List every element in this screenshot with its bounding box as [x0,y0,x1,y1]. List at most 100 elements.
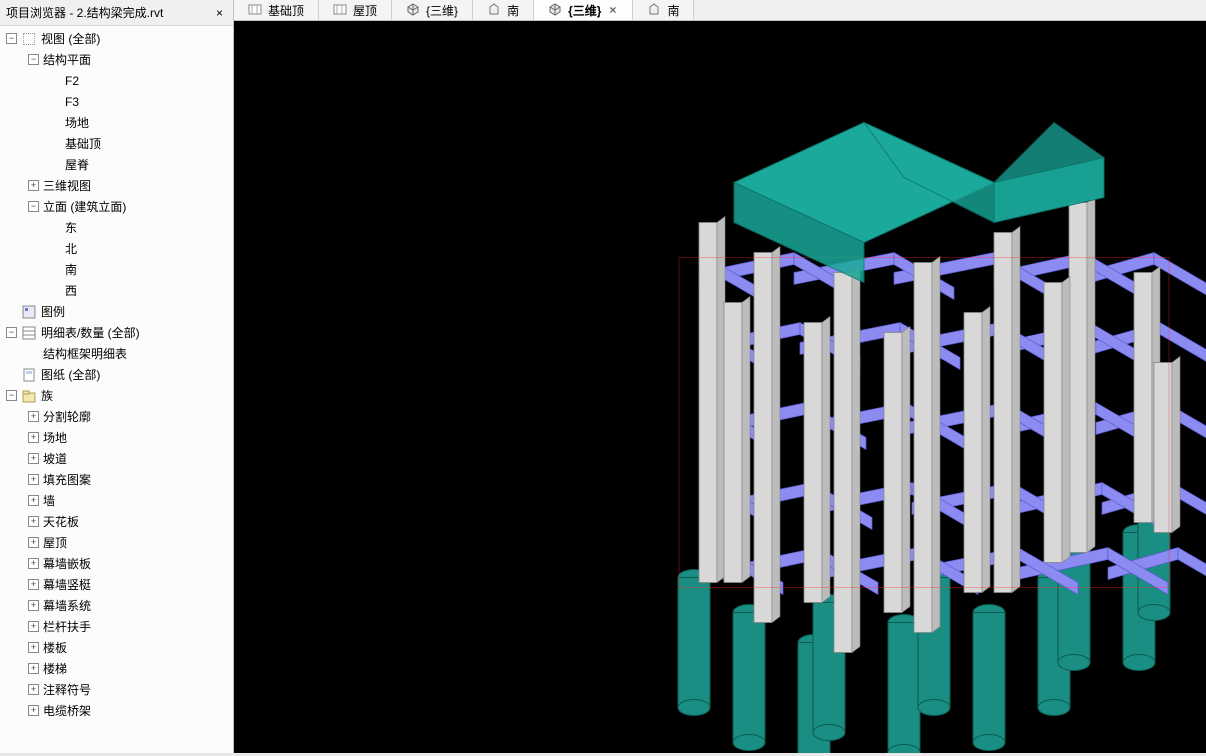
tree-label: 南 [65,261,77,278]
tree-label: F3 [65,95,79,109]
tree-toggle[interactable]: − [6,33,17,44]
tree-label: 屋脊 [65,156,89,173]
plan-icon [333,2,347,19]
tree-item[interactable]: 北 [0,238,233,259]
tree-item[interactable]: − 明细表/数量 (全部) [0,322,233,343]
tree-item[interactable]: +分割轮廓 [0,406,233,427]
tree-label: 楼板 [43,639,67,656]
tree-item[interactable]: F3 [0,91,233,112]
tree-label: 幕墙系统 [43,597,91,614]
tree-toggle[interactable]: + [28,642,39,653]
tree-toggle[interactable]: + [28,411,39,422]
tree-item[interactable]: −族 [0,385,233,406]
tree-label: 幕墙嵌板 [43,555,91,572]
tree-item[interactable]: +墙 [0,490,233,511]
tree-item[interactable]: +注释符号 [0,679,233,700]
plan-icon [248,2,262,19]
main-area: 基础顶 屋顶 {三维} 南 {三维} × 南 [234,0,1206,753]
tree-toggle[interactable]: + [28,600,39,611]
tab-label: 基础顶 [268,2,304,19]
view-tabs: 基础顶 屋顶 {三维} 南 {三维} × 南 [234,0,1206,21]
tree-label: 栏杆扶手 [43,618,91,635]
tab-label: 南 [507,2,519,19]
tree-item[interactable]: 图例 [0,301,233,322]
tree-toggle[interactable]: + [28,558,39,569]
tree-item[interactable]: 基础顶 [0,133,233,154]
tab-label: {三维} [568,2,601,19]
tree-item[interactable]: 南 [0,259,233,280]
tree-item[interactable]: F2 [0,70,233,91]
view-tab[interactable]: 基础顶 [234,0,319,20]
project-browser-panel: 项目浏览器 - 2.结构梁完成.rvt × −视图 (全部)−结构平面F2F3场… [0,0,234,753]
tree-toggle[interactable]: − [6,390,17,401]
tree-item[interactable]: 屋脊 [0,154,233,175]
view-tab[interactable]: 南 [473,0,534,20]
tree-item[interactable]: −视图 (全部) [0,28,233,49]
view-tab[interactable]: {三维} [392,0,473,20]
tree-toggle[interactable]: + [28,180,39,191]
elev-icon [647,2,661,19]
tree-item[interactable]: + 天花板 [0,511,233,532]
tree-toggle[interactable]: + [28,432,39,443]
tree-item[interactable]: 结构框架明细表 [0,343,233,364]
tree-label: F2 [65,74,79,88]
tree-item[interactable]: +三维视图 [0,175,233,196]
tree-toggle[interactable]: − [28,201,39,212]
tab-label: 南 [667,2,679,19]
tree-label: 明细表/数量 (全部) [41,324,140,341]
tab-label: {三维} [426,2,458,19]
tree-item[interactable]: −立面 (建筑立面) [0,196,233,217]
tree-item[interactable]: + 幕墙竖梃 [0,574,233,595]
tree-toggle[interactable]: + [28,663,39,674]
tree-item[interactable]: −结构平面 [0,49,233,70]
tree-label: 屋顶 [43,534,67,551]
viewport-3d[interactable] [234,21,1206,753]
view-tab[interactable]: 屋顶 [319,0,392,20]
tree-item[interactable]: 场地 [0,112,233,133]
tree-toggle[interactable]: + [28,516,39,527]
sheet-icon [21,367,37,383]
tab-close-button[interactable]: × [607,3,618,17]
panel-close-button[interactable]: × [212,6,227,20]
tree-toggle[interactable]: − [6,327,17,338]
tree-label: 族 [41,387,53,404]
tree-label: 电缆桥架 [43,702,91,719]
tree-toggle[interactable]: + [28,621,39,632]
tree-item[interactable]: +楼梯 [0,658,233,679]
tree-toggle[interactable]: + [28,579,39,590]
tree-label: 坡道 [43,450,67,467]
legend-icon [21,304,37,320]
tree-label: 结构平面 [43,51,91,68]
tree-label: 天花板 [43,513,79,530]
tree-label: 墙 [43,492,55,509]
tree-item[interactable]: + 电缆桥架 [0,700,233,721]
panel-title: 项目浏览器 - 2.结构梁完成.rvt [6,4,163,21]
model-canvas [234,21,1206,753]
view-tab[interactable]: 南 [633,0,694,20]
tree-item[interactable]: + 楼板 [0,637,233,658]
tree-toggle[interactable]: + [28,474,39,485]
tab-label: 屋顶 [353,2,377,19]
tree-toggle[interactable]: − [28,54,39,65]
tree-label: 幕墙竖梃 [43,576,91,593]
tree-item[interactable]: 图纸 (全部) [0,364,233,385]
3d-icon [406,2,420,19]
tree-item[interactable]: + 幕墙嵌板 [0,553,233,574]
elev-icon [487,2,501,19]
tree-item[interactable]: +填充图案 [0,469,233,490]
tree-toggle[interactable]: + [28,453,39,464]
view-tab[interactable]: {三维} × [534,0,633,20]
tree-item[interactable]: + 屋顶 [0,532,233,553]
tree-item[interactable]: + 幕墙系统 [0,595,233,616]
tree-label: 东 [65,219,77,236]
tree-item[interactable]: + 坡道 [0,448,233,469]
project-tree[interactable]: −视图 (全部)−结构平面F2F3场地基础顶屋脊+三维视图−立面 (建筑立面)东… [0,26,233,753]
tree-item[interactable]: +场地 [0,427,233,448]
tree-item[interactable]: + 栏杆扶手 [0,616,233,637]
tree-toggle[interactable]: + [28,705,39,716]
tree-item[interactable]: 西 [0,280,233,301]
tree-toggle[interactable]: + [28,495,39,506]
tree-toggle[interactable]: + [28,684,39,695]
tree-item[interactable]: 东 [0,217,233,238]
tree-toggle[interactable]: + [28,537,39,548]
